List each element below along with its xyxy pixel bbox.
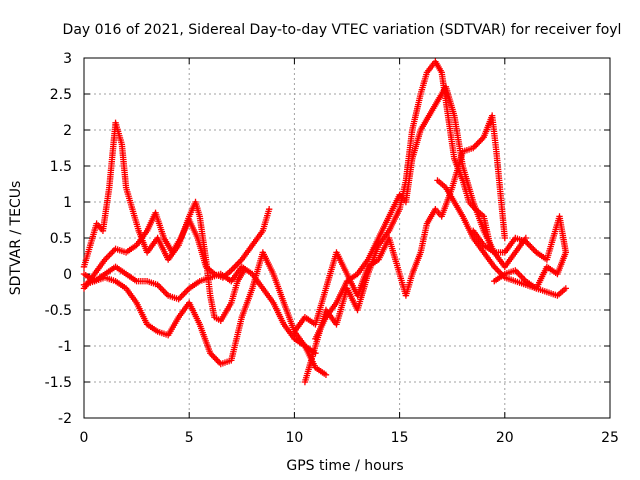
series-track-7	[312, 83, 530, 342]
data-point	[265, 206, 273, 213]
y-ticks: -2 -1.5 -1 -0.5 0 0.5 1 1.5 2 2.5 3	[45, 51, 610, 427]
x-tick-label: 20	[496, 430, 514, 446]
data-point	[182, 288, 190, 295]
series-track-6	[291, 112, 508, 335]
y-tick-label: -1.5	[45, 375, 72, 391]
data-point	[210, 353, 217, 360]
data-points	[80, 58, 570, 386]
data-point	[516, 271, 524, 279]
data-point	[519, 274, 527, 282]
data-point	[176, 294, 184, 301]
x-axis-label: GPS time / hours	[286, 458, 403, 474]
series-track-3	[80, 249, 330, 378]
data-point	[562, 249, 570, 256]
data-point	[104, 253, 112, 260]
data-point	[322, 371, 330, 378]
series-track-2	[80, 206, 273, 292]
x-tick-label: 0	[80, 430, 89, 446]
data-point	[527, 243, 534, 250]
y-tick-label: 3	[63, 51, 72, 67]
y-tick-label: -2	[58, 411, 72, 427]
data-point	[107, 250, 115, 257]
data-point	[179, 291, 187, 298]
data-point	[476, 138, 483, 146]
data-point	[106, 251, 113, 259]
series-track-9	[470, 213, 570, 263]
series-track-8	[434, 177, 570, 299]
series-track-4	[80, 263, 319, 357]
y-tick-label: 1	[63, 195, 72, 211]
series-track-10	[491, 249, 570, 292]
y-tick-label: -0.5	[45, 303, 72, 319]
data-point	[501, 234, 508, 242]
x-ticks: 0 5 10 15 20 25	[80, 58, 619, 446]
x-tick-label: 10	[285, 430, 303, 446]
y-tick-label: 0	[63, 267, 72, 283]
data-point	[211, 354, 218, 362]
data-point	[477, 137, 484, 144]
data-point	[158, 286, 166, 293]
y-tick-label: 1.5	[50, 159, 72, 175]
x-tick-label: 15	[391, 430, 409, 446]
data-point	[181, 289, 188, 297]
data-point	[473, 141, 480, 149]
y-axis-label: SDTVAR / TECUs	[8, 181, 24, 296]
y-tick-label: 2	[63, 123, 72, 139]
data-point	[160, 287, 167, 295]
data-point	[213, 356, 220, 363]
y-tick-label: 0.5	[50, 231, 72, 247]
data-point	[231, 264, 238, 271]
data-point	[235, 259, 242, 266]
data-point	[110, 247, 118, 254]
chart-title: Day 016 of 2021, Sidereal Day-to-day VTE…	[63, 22, 622, 38]
series-track-1	[80, 119, 248, 324]
data-point	[525, 241, 533, 248]
data-point	[161, 289, 169, 296]
data-point	[229, 265, 236, 273]
data-point	[157, 284, 164, 292]
y-tick-label: 2.5	[50, 87, 72, 103]
data-point	[528, 244, 536, 251]
data-point	[530, 246, 537, 253]
y-tick-label: -1	[58, 339, 72, 355]
data-point	[474, 140, 481, 147]
x-tick-label: 5	[185, 430, 194, 446]
data-point	[562, 285, 570, 292]
x-tick-label: 25	[601, 430, 619, 446]
data-point	[494, 266, 501, 274]
data-point	[216, 359, 223, 366]
